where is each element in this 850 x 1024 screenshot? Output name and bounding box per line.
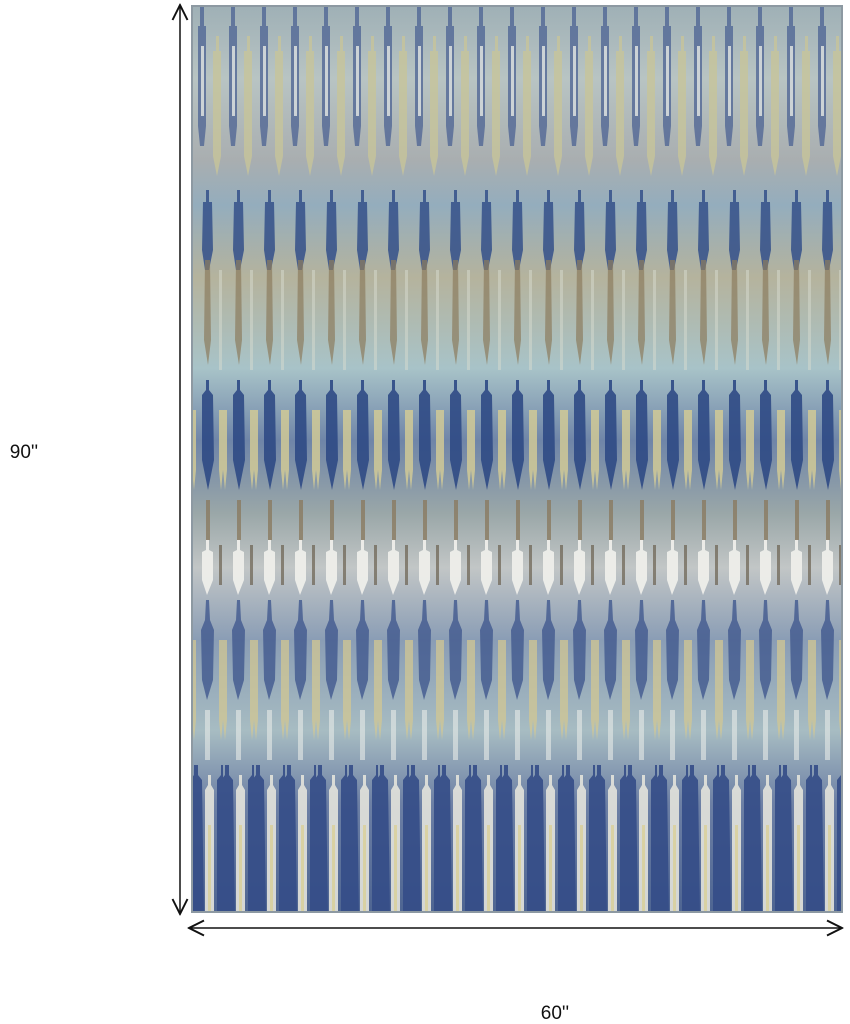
rug bbox=[191, 5, 843, 913]
rug-band bbox=[192, 765, 842, 912]
rug-band bbox=[192, 380, 842, 545]
rug-band bbox=[192, 540, 842, 600]
rug-band bbox=[192, 600, 842, 765]
width-label: 60'' bbox=[541, 1003, 569, 1024]
rug-band bbox=[192, 6, 842, 196]
rug-edge bbox=[191, 5, 843, 913]
rug-band bbox=[192, 190, 842, 380]
height-label: 90'' bbox=[10, 442, 38, 463]
